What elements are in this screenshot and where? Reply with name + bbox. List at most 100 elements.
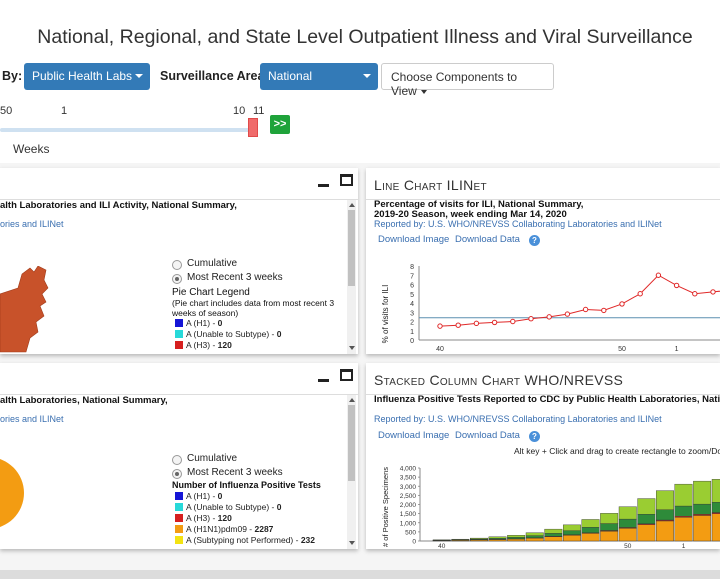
data-point <box>601 307 607 314</box>
legend-item[interactable]: A (Subtyping not Performed) - 232 <box>175 535 315 545</box>
legend-item[interactable]: A (Unable to Subtype) - 0 <box>175 329 281 339</box>
panel-title: Stacked Column Chart WHO/NREVSS <box>374 372 624 388</box>
maximize-icon[interactable] <box>340 174 353 186</box>
legend-swatch <box>175 525 183 533</box>
scrollbar[interactable] <box>347 200 356 354</box>
chart-title: Influenza Positive Tests Reported to CDC… <box>374 394 720 405</box>
stacked-bar-segment <box>674 517 693 542</box>
y-tick-label: 5 <box>410 292 414 299</box>
chart-title: Percentage of visits for ILI, National S… <box>374 199 584 210</box>
y-tick-label: 2 <box>410 320 414 327</box>
stacked-bar-segment <box>507 537 526 539</box>
reported-by-link[interactable]: Reported by: U.S. WHO/NREVSS Collaborati… <box>374 219 662 229</box>
cumulative-radio[interactable] <box>172 455 182 465</box>
stacked-bar-segment <box>693 515 712 542</box>
surveillance-area-label: Surveillance Area: <box>160 69 269 83</box>
choose-components-label: Choose Components to View <box>391 70 518 98</box>
legend-label: A (H3) - <box>186 513 218 523</box>
legend-label: A (H1) - <box>186 318 218 328</box>
y-tick-label: 7 <box>410 273 414 280</box>
most-recent-label: Most Recent 3 weeks <box>187 467 283 478</box>
slider-tick: 10 <box>233 105 246 117</box>
pie-slice[interactable] <box>0 457 24 529</box>
week-slider-handle[interactable] <box>248 118 258 137</box>
stacked-bar-segment <box>525 535 544 539</box>
scrollbar[interactable] <box>347 395 356 549</box>
stacked-bar-segment <box>451 538 470 540</box>
legend-value: 232 <box>300 535 315 545</box>
legend-value: 120 <box>217 513 232 523</box>
legend-item[interactable]: A (H1N1)pdm09 - 2287 <box>175 524 273 534</box>
download-image-link[interactable]: Download Image <box>378 234 450 245</box>
scrollbar-thumb[interactable] <box>348 210 355 286</box>
series-line <box>439 274 720 327</box>
go-button[interactable]: >> <box>270 115 290 134</box>
legend-swatch <box>175 492 183 500</box>
stacked-bar-segment <box>711 512 720 514</box>
scrollbar-thumb[interactable] <box>348 405 355 481</box>
stacked-bar-segment <box>674 505 693 517</box>
legend-swatch <box>175 536 183 544</box>
stacked-column-chart[interactable]: # of Positive Specimens 0 500 1,000 1,500 2,0… <box>366 455 720 549</box>
help-icon[interactable]: ? <box>529 431 540 442</box>
y-tick-label: 4 <box>410 301 414 308</box>
surveillance-area-value: National <box>268 69 313 83</box>
page-title: National, Regional, and State Level Outp… <box>37 26 693 48</box>
stacked-bar-segment <box>488 536 507 539</box>
data-point <box>473 320 480 327</box>
map-panel: alth Laboratories and ILI Activity, Nati… <box>0 168 358 354</box>
map-region[interactable] <box>0 266 49 353</box>
minimize-icon[interactable] <box>318 379 329 382</box>
scroll-up-icon[interactable] <box>349 203 355 207</box>
stacked-bar-segment <box>507 535 526 538</box>
pie-chart[interactable] <box>0 435 30 549</box>
y-tick-label: 3,000 <box>400 484 417 491</box>
cumulative-radio[interactable] <box>172 260 182 270</box>
maximize-icon[interactable] <box>340 369 353 381</box>
data-point <box>692 291 698 297</box>
legend-value: 0 <box>276 502 282 512</box>
y-axis-label: % of visits for ILI <box>381 285 390 344</box>
help-icon[interactable]: ? <box>529 235 540 246</box>
data-source-dropdown[interactable]: Public Health Labs <box>24 63 150 90</box>
choose-components-button[interactable]: Choose Components to View <box>381 63 554 98</box>
data-point <box>455 322 461 328</box>
panel-title: Line Chart ILINet <box>374 177 487 193</box>
divider <box>366 199 720 200</box>
legend-item[interactable]: A (Unable to Subtype) - 0 <box>175 502 281 512</box>
stacked-column-panel: Stacked Column Chart WHO/NREVSS Influenz… <box>366 363 720 549</box>
download-image-link[interactable]: Download Image <box>378 430 450 441</box>
stacked-bar-segment <box>562 530 581 535</box>
most-recent-radio[interactable] <box>172 274 182 284</box>
stacked-bar-segment <box>693 480 712 505</box>
reported-by-link[interactable]: ories and ILINet <box>0 219 64 229</box>
legend-item[interactable]: A (H1) - 0 <box>175 318 222 328</box>
most-recent-radio[interactable] <box>172 469 182 479</box>
scroll-up-icon[interactable] <box>349 398 355 402</box>
download-data-link[interactable]: Download Data <box>455 430 520 441</box>
minimize-icon[interactable] <box>318 184 329 187</box>
data-point <box>528 316 534 322</box>
legend-label: A (Unable to Subtype) - <box>186 502 277 512</box>
data-point <box>491 319 498 326</box>
ili-line-chart[interactable]: % of visits for ILI 0 1 2 3 4 5 6 7 8 40 50 1 <box>366 254 720 354</box>
legend-item[interactable]: A (H3) - 120 <box>175 340 232 350</box>
reported-by-link[interactable]: Reported by: U.S. WHO/NREVSS Collaborati… <box>374 414 662 424</box>
chevron-down-icon <box>420 89 427 94</box>
week-slider-track[interactable] <box>0 128 258 132</box>
legend-swatch <box>175 330 183 338</box>
download-data-link[interactable]: Download Data <box>455 234 520 245</box>
legend-item[interactable]: A (H3) - 120 <box>175 513 232 523</box>
surveillance-area-dropdown[interactable]: National <box>260 63 378 90</box>
chart-subtitle: 2019-20 Season, week ending Mar 14, 2020 <box>374 209 567 220</box>
us-map[interactable] <box>0 266 56 354</box>
stacked-bar-segment <box>637 498 656 515</box>
legend-label: A (Subtyping not Performed) - <box>186 535 301 545</box>
scroll-down-icon[interactable] <box>349 541 355 545</box>
scroll-down-icon[interactable] <box>349 346 355 350</box>
stacked-bar-segment <box>711 502 720 513</box>
y-tick-label: 2,000 <box>400 502 417 509</box>
reported-by-link[interactable]: ories and ILINet <box>0 414 64 424</box>
data-point <box>619 301 625 307</box>
legend-item[interactable]: A (H1) - 0 <box>175 491 222 501</box>
